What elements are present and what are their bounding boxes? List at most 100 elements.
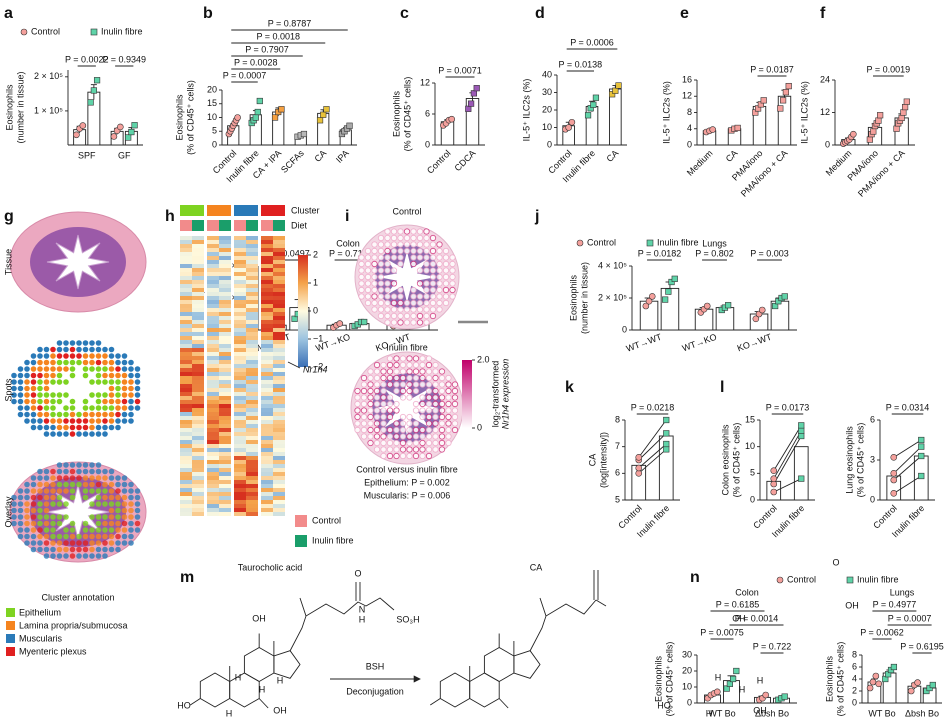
heatmap-cell	[246, 428, 258, 432]
data-point	[668, 278, 675, 286]
heatmap-cell	[261, 412, 273, 416]
spot	[399, 361, 407, 369]
spot	[360, 433, 368, 440]
spot	[43, 468, 50, 475]
data-point	[316, 117, 324, 124]
y-tick-label: 12	[820, 107, 830, 117]
heatmap-cell	[246, 372, 258, 376]
heatmap-cell	[219, 332, 231, 336]
data-point	[663, 416, 670, 424]
heatmap-cell	[234, 240, 246, 244]
spot	[50, 527, 56, 533]
heatmap-cell	[234, 412, 246, 416]
spot	[134, 527, 141, 533]
spot	[423, 293, 430, 300]
spot	[429, 286, 437, 294]
heatmap-cell	[207, 268, 219, 272]
data-point	[785, 82, 792, 90]
spot	[399, 368, 407, 375]
heatmap-cell	[192, 288, 204, 292]
spot	[95, 392, 102, 398]
heatmap-cell	[207, 316, 219, 320]
legend-label: Epithelium	[19, 607, 61, 617]
heatmap-cell	[192, 272, 204, 276]
y-axis-label: Eosinophils	[568, 274, 578, 321]
spot	[429, 247, 437, 255]
spot	[69, 540, 76, 546]
spot	[380, 433, 387, 440]
spot	[89, 481, 95, 488]
heatmap-cell	[273, 400, 285, 404]
spot	[406, 368, 413, 375]
spot	[358, 280, 365, 287]
heatmap-cell	[207, 272, 219, 276]
heatmap-cell	[192, 384, 204, 388]
bond	[190, 698, 201, 706]
heatmap-cell	[207, 512, 219, 516]
heatmap-cell	[219, 448, 231, 452]
spot	[438, 439, 446, 447]
spot	[56, 520, 63, 527]
spot	[108, 346, 115, 353]
data-point	[323, 106, 330, 113]
spot	[69, 546, 76, 553]
heatmap-cell	[180, 276, 192, 280]
spot	[384, 299, 391, 307]
heatmap-cell	[192, 336, 204, 340]
spot	[445, 413, 452, 421]
heatmap-cell	[192, 496, 204, 500]
spot	[367, 439, 374, 447]
heatmap-cell	[207, 264, 219, 268]
spot	[384, 267, 391, 274]
heatmap-cell	[273, 408, 285, 412]
colorbar	[298, 255, 308, 367]
heatmap-cell	[180, 432, 192, 436]
y-axis-label: Eosinophils	[824, 655, 834, 702]
data-point	[903, 98, 910, 105]
heatmap-cell	[261, 328, 273, 332]
atom-label: H	[706, 708, 713, 718]
spot	[412, 374, 420, 382]
heatmap-cell	[180, 396, 192, 400]
spot	[17, 411, 24, 418]
spot	[128, 411, 134, 418]
spot	[451, 394, 459, 401]
heatmap-cell	[219, 372, 231, 376]
spot	[412, 420, 420, 427]
spot	[419, 439, 426, 447]
heatmap-cell	[219, 240, 231, 244]
heatmap-cell	[192, 308, 204, 312]
y-axis-label: IL-5⁺ ILC2s (%)	[661, 81, 671, 144]
heatmap-cell	[180, 504, 192, 508]
spot	[442, 280, 450, 287]
heatmap-cell	[180, 264, 192, 268]
heatmap-cell	[180, 476, 192, 480]
heatmap-cell	[180, 280, 192, 284]
spot	[358, 260, 365, 268]
heatmap-cell	[261, 356, 273, 360]
spot	[367, 394, 374, 401]
heatmap-cell	[219, 392, 231, 396]
spot	[56, 411, 63, 418]
spot	[380, 452, 387, 460]
spot	[63, 405, 69, 411]
spot	[436, 247, 443, 255]
spot	[89, 462, 95, 468]
spot	[56, 501, 63, 507]
heatmap-cell	[261, 460, 273, 464]
spot	[377, 299, 385, 307]
spot	[95, 379, 102, 385]
data-point	[762, 691, 770, 699]
spot	[76, 411, 82, 418]
spot	[429, 306, 437, 313]
spot	[425, 361, 433, 369]
spot	[50, 424, 56, 431]
spot	[37, 359, 43, 366]
spot	[397, 247, 404, 255]
heatmap-cell	[273, 452, 285, 456]
heatmap-cell	[192, 364, 204, 368]
spot	[76, 346, 82, 353]
spot	[63, 346, 69, 353]
reaction-label: Deconjugation	[346, 686, 404, 696]
spot	[432, 374, 439, 382]
